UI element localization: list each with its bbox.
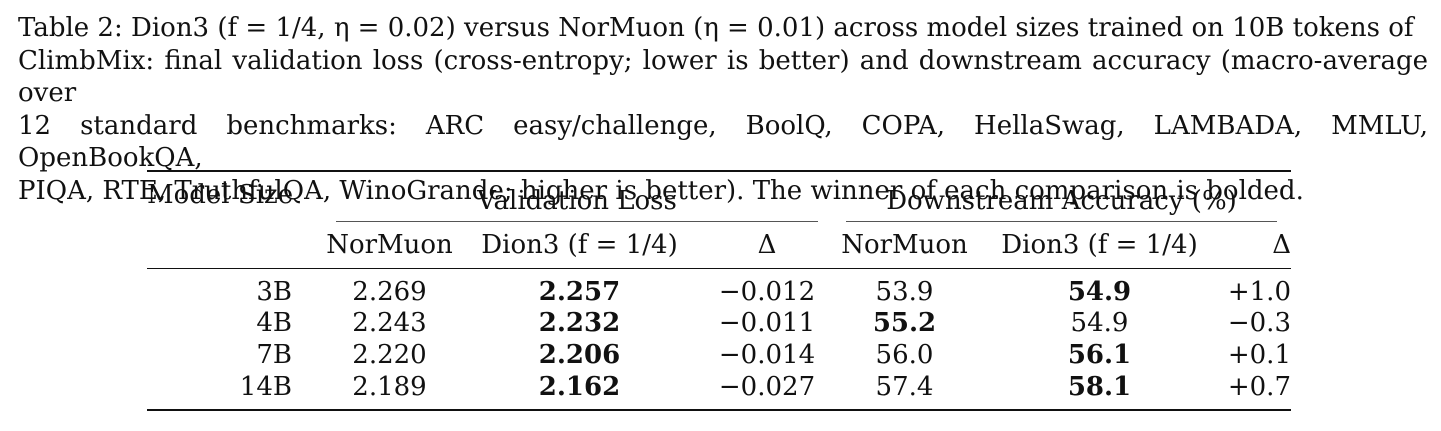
acc-delta-cell: +0.7 [1227, 372, 1291, 402]
table-row: 14B 2.189 2.162 −0.027 57.4 58.1 +0.7 [147, 371, 1291, 410]
val-normuon-cell: 2.189 [352, 372, 427, 402]
val-delta-cell: −0.014 [718, 340, 816, 370]
acc-delta-cell: +1.0 [1227, 277, 1291, 307]
acc-normuon-cell: 57.4 [875, 372, 934, 402]
sub-header-delta-loss: Δ [757, 230, 777, 260]
val-delta-cell: −0.011 [718, 308, 816, 338]
caption-line-4: PIQA, RTE, TruthfulQA, WinoGrande; highe… [18, 175, 1304, 206]
val-dion3-cell: 2.257 [538, 277, 621, 307]
acc-delta-cell: +0.1 [1227, 340, 1291, 370]
table-caption: Table 2: Dion3 (f = 1/4, η = 0.02) versu… [18, 12, 1428, 207]
val-delta-cell: −0.012 [718, 277, 816, 307]
sub-header-normuon-loss: NorMuon [326, 230, 453, 260]
model-size-cell: 14B [239, 372, 292, 402]
val-normuon-cell: 2.243 [352, 308, 427, 338]
acc-dion3-cell: 54.9 [1070, 308, 1129, 338]
caption-line-2: ClimbMix: final validation loss (cross-e… [18, 45, 1428, 109]
model-size-header: Model Size [147, 180, 294, 210]
acc-dion3-cell: 54.9 [1067, 277, 1132, 307]
val-dion3-cell: 2.162 [538, 372, 621, 402]
model-size-cell: 3B [256, 277, 292, 307]
downstream-accuracy-header: Downstream Accuracy (%) [832, 171, 1291, 222]
model-size-cell: 7B [256, 340, 292, 370]
acc-dion3-cell: 56.1 [1067, 340, 1132, 370]
val-delta-cell: −0.027 [718, 372, 816, 402]
acc-normuon-cell: 55.2 [872, 308, 937, 338]
caption-line-1: Table 2: Dion3 (f = 1/4, η = 0.02) versu… [18, 13, 1414, 43]
acc-delta-cell: −0.3 [1227, 308, 1291, 338]
val-normuon-cell: 2.220 [352, 340, 427, 370]
val-dion3-cell: 2.232 [538, 308, 621, 338]
results-table: Model Size Validation Loss Downstream Ac… [147, 170, 1291, 411]
val-normuon-cell: 2.269 [352, 277, 427, 307]
table-row: 3B 2.269 2.257 −0.012 53.9 54.9 +1.0 [147, 269, 1291, 307]
sub-header-dion3-loss: Dion3 (f = 1/4) [481, 230, 678, 260]
val-dion3-cell: 2.206 [538, 340, 621, 370]
sub-header-dion3-acc: Dion3 (f = 1/4) [1001, 230, 1198, 260]
table-row: 7B 2.220 2.206 −0.014 56.0 56.1 +0.1 [147, 339, 1291, 371]
acc-normuon-cell: 56.0 [875, 340, 934, 370]
table-row: 4B 2.243 2.232 −0.011 55.2 54.9 −0.3 [147, 307, 1291, 339]
acc-dion3-cell: 58.1 [1067, 372, 1132, 402]
sub-header-delta-acc: Δ [1272, 230, 1291, 260]
validation-loss-header: Validation Loss [322, 171, 832, 222]
caption-line-3: 12 standard benchmarks: ARC easy/challen… [18, 110, 1428, 174]
model-size-cell: 4B [256, 308, 292, 338]
acc-normuon-cell: 53.9 [875, 277, 934, 307]
sub-header-normuon-acc: NorMuon [841, 230, 968, 260]
